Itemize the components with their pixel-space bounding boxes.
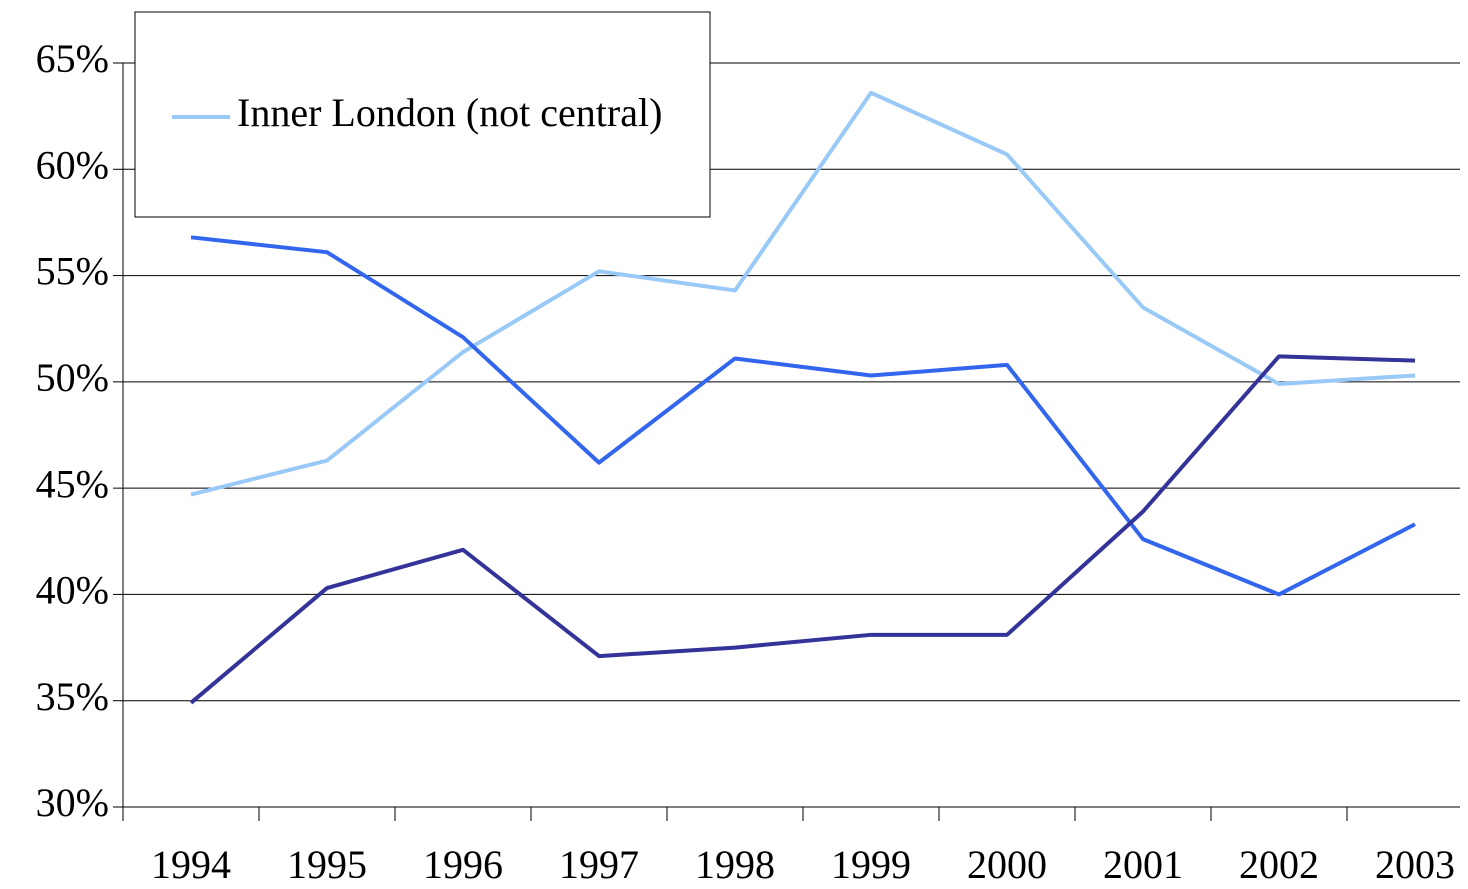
series-line: [190, 90, 1416, 497]
x-tick-label: 1997: [559, 842, 639, 887]
x-tick-label: 1994: [151, 842, 231, 887]
y-tick-label: 50%: [36, 355, 109, 400]
x-tick-label: 1998: [695, 842, 775, 887]
x-tick-label: 1999: [831, 842, 911, 887]
x-tick-label: 2002: [1239, 842, 1319, 887]
legend-box: [134, 11, 711, 218]
series-line: [189, 354, 1416, 705]
y-tick-label: 45%: [36, 461, 109, 506]
x-tick-label: 2001: [1103, 842, 1183, 887]
legend-label: Inner London (not central): [237, 90, 662, 135]
series-line: [190, 235, 1416, 597]
x-tick-label: 2000: [967, 842, 1047, 887]
y-tick-label: 35%: [36, 674, 109, 719]
y-tick-label: 30%: [36, 780, 109, 825]
x-tick-label: 1996: [423, 842, 503, 887]
x-tick-label: 2003: [1375, 842, 1455, 887]
y-tick-label: 65%: [36, 36, 109, 81]
x-tick-label: 1995: [287, 842, 367, 887]
y-tick-label: 55%: [36, 249, 109, 294]
y-tick-label: 40%: [36, 568, 109, 613]
y-tick-label: 60%: [36, 142, 109, 187]
